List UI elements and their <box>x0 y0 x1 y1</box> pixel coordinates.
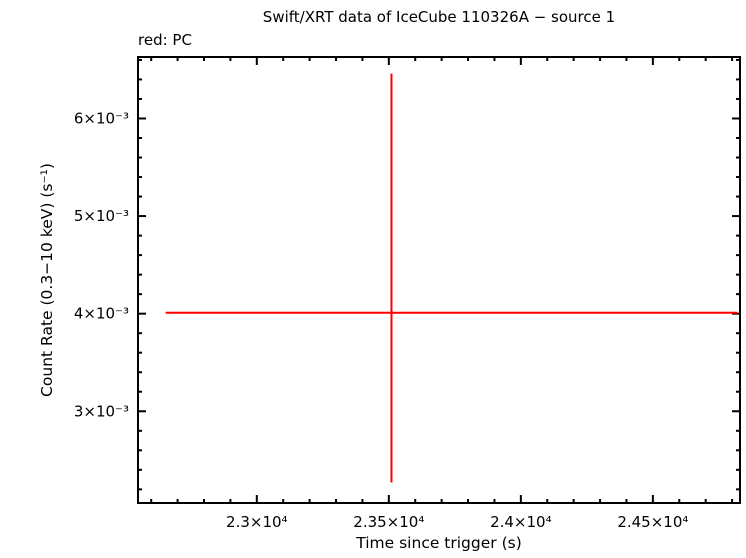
y-tick-label: 6×10⁻³ <box>74 109 129 127</box>
x-tick-label: 2.45×10⁴ <box>617 513 688 531</box>
y-tick-label: 5×10⁻³ <box>74 207 129 225</box>
y-tick-label: 3×10⁻³ <box>74 402 129 420</box>
y-axis-label: Count Rate (0.3−10 keV) (s⁻¹) <box>38 163 56 397</box>
x-tick-label: 2.35×10⁴ <box>353 513 424 531</box>
x-tick-label: 2.3×10⁴ <box>226 513 288 531</box>
y-tick-label: 4×10⁻³ <box>74 305 129 323</box>
mode-legend: red: PC <box>138 31 192 49</box>
chart-title: Swift/XRT data of IceCube 110326A − sour… <box>262 8 616 26</box>
plot-frame <box>137 56 741 504</box>
x-axis-label: Time since trigger (s) <box>356 534 522 552</box>
x-tick-label: 2.4×10⁴ <box>490 513 552 531</box>
